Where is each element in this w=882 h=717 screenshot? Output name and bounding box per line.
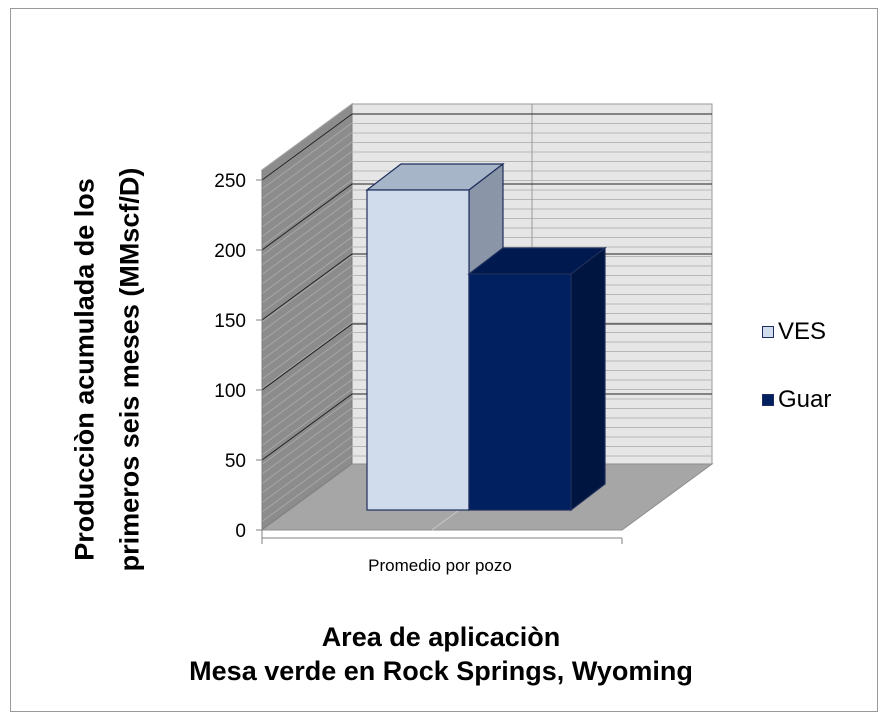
side-hatch [261, 179, 353, 247]
side-hatch [261, 398, 353, 465]
side-hatch [261, 436, 353, 503]
side-hatch [261, 360, 353, 427]
legend-item-guar: Guar [762, 386, 831, 414]
side-hatch [261, 322, 353, 389]
y-tick-label: 0 [235, 521, 246, 542]
bar-side [570, 246, 606, 512]
side-hatch [261, 379, 353, 446]
legend-label-guar: Guar [778, 386, 832, 413]
y-tick-label: 200 [214, 241, 246, 262]
side-hatch [261, 198, 353, 266]
side-hatch [261, 170, 353, 237]
y-axis-title-line1: Producciòn acumulada de los [69, 178, 100, 561]
chart-bars [365, 162, 607, 512]
bar-front [468, 273, 572, 511]
bar-front [366, 189, 470, 511]
gridline [261, 183, 712, 251]
y-tick-label: 250 [214, 171, 246, 192]
side-hatch [261, 160, 353, 228]
side-hatch [261, 122, 353, 190]
side-hatch [261, 445, 353, 513]
side-hatch [261, 132, 353, 199]
x-axis-title-line2: Mesa verde en Rock Springs, Wyoming [189, 656, 693, 686]
gridline [261, 113, 712, 181]
side-hatch [261, 388, 353, 456]
side-hatch [261, 246, 353, 313]
side-hatch [261, 303, 353, 370]
side-hatch [261, 236, 353, 304]
side-hatch [261, 407, 353, 475]
side-hatch [261, 426, 353, 494]
side-hatch [261, 274, 353, 342]
legend-label-ves: VES [778, 318, 827, 345]
side-hatch [261, 284, 353, 351]
chart-frame [10, 8, 878, 712]
side-hatch [261, 141, 353, 209]
side-hatch [261, 255, 353, 323]
side-hatch [261, 265, 353, 332]
y-tick-label: 50 [225, 451, 246, 472]
side-hatch [261, 103, 353, 171]
legend-item-ves: VES [762, 318, 826, 346]
side-hatch [261, 369, 353, 437]
side-hatch [261, 312, 353, 380]
side-hatch [261, 227, 353, 294]
y-axis-title-line2: primeros seis meses (MMscf/D) [114, 167, 145, 572]
x-axis-title-line1: Area de aplicaciòn [321, 622, 561, 652]
side-hatch [261, 350, 353, 418]
side-hatch [261, 341, 353, 408]
category-label: Promedio por pozo [368, 556, 512, 575]
y-axis: 0 50 100 150 200 250 [214, 171, 623, 544]
y-tick-label: 100 [214, 381, 246, 402]
bar-guar [467, 246, 607, 512]
side-hatch [261, 331, 353, 399]
side-hatch [261, 293, 353, 361]
side-hatch [261, 455, 353, 522]
legend-swatch-guar [762, 394, 774, 406]
side-hatch [261, 417, 353, 484]
y-tick-label: 150 [214, 311, 246, 332]
legend-swatch-ves [762, 326, 774, 338]
side-hatch [261, 217, 353, 285]
side-hatch [261, 151, 353, 218]
side-hatch [261, 189, 353, 256]
side-hatch [261, 208, 353, 275]
